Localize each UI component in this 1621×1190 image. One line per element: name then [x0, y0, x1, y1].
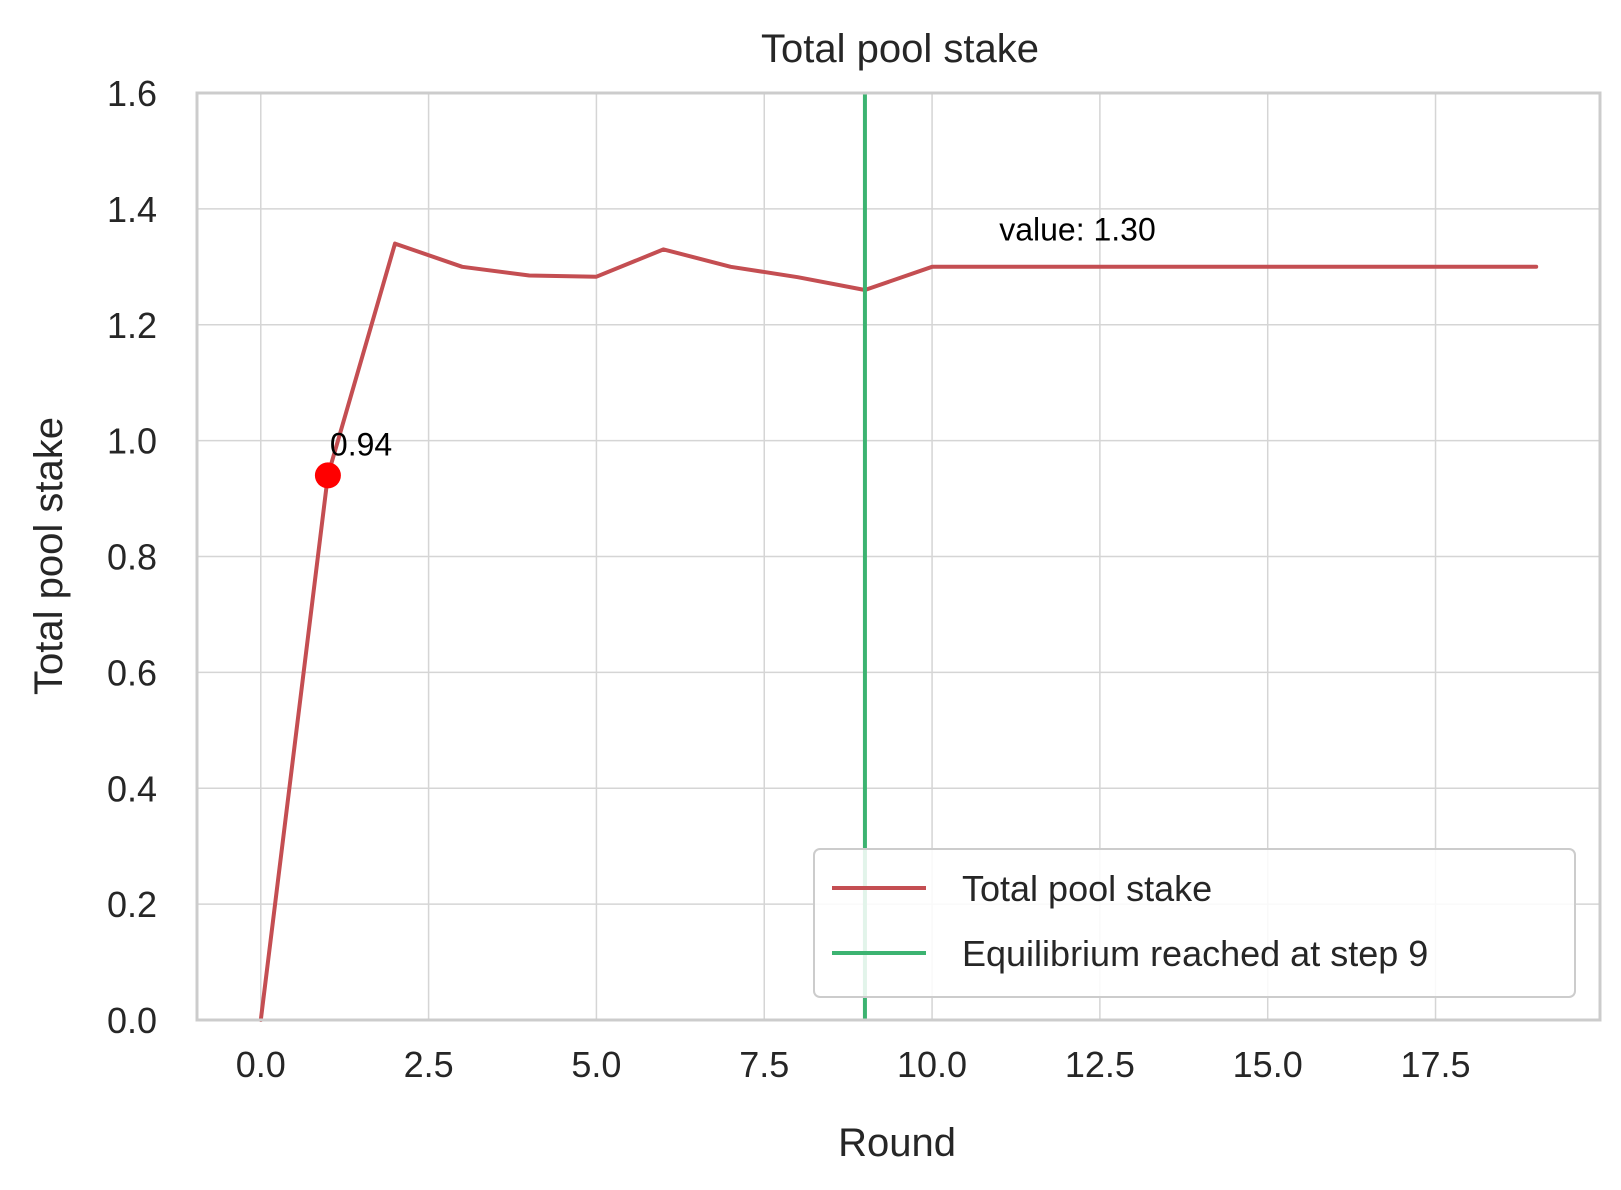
y-tick-labels: 0.0 0.2 0.4 0.6 0.8 1.0 1.2 1.4 1.6 [107, 73, 157, 1041]
y-tick-label: 0.4 [107, 768, 157, 809]
x-tick-label: 17.5 [1400, 1044, 1470, 1085]
y-tick-label: 1.6 [107, 73, 157, 114]
legend-label-equilibrium: Equilibrium reached at step 9 [962, 933, 1428, 974]
x-axis-label: Round [838, 1121, 956, 1165]
x-tick-labels: 0.0 2.5 5.0 7.5 10.0 12.5 15.0 17.5 [236, 1044, 1471, 1085]
y-tick-label: 0.6 [107, 652, 157, 693]
highlight-point-marker [314, 462, 341, 489]
y-tick-label: 1.4 [107, 189, 157, 230]
series-line-total-pool-stake [258, 241, 1539, 1022]
plot-frame [195, 91, 1602, 1022]
x-tick-label: 12.5 [1065, 1044, 1135, 1085]
y-tick-label: 0.8 [107, 537, 157, 578]
y-tick-label: 0.0 [107, 1000, 157, 1041]
y-tick-label: 1.0 [107, 421, 157, 462]
x-tick-label: 2.5 [404, 1044, 454, 1085]
x-tick-label: 5.0 [571, 1044, 621, 1085]
grid-lines [197, 93, 1600, 1020]
x-tick-label: 15.0 [1233, 1044, 1303, 1085]
legend: Total pool stake Equilibrium reached at … [813, 848, 1576, 998]
legend-label-total-pool-stake: Total pool stake [962, 868, 1212, 909]
x-tick-label: 10.0 [897, 1044, 967, 1085]
legend-box [813, 848, 1576, 998]
x-tick-label: 0.0 [236, 1044, 286, 1085]
chart-title: Total pool stake [761, 27, 1039, 71]
value-annotation: value: 1.30 [999, 212, 1156, 248]
y-tick-label: 0.2 [107, 884, 157, 925]
y-tick-label: 1.2 [107, 305, 157, 346]
x-tick-label: 7.5 [739, 1044, 789, 1085]
y-axis-label: Total pool stake [27, 417, 71, 695]
highlight-point-label: 0.94 [330, 426, 392, 462]
